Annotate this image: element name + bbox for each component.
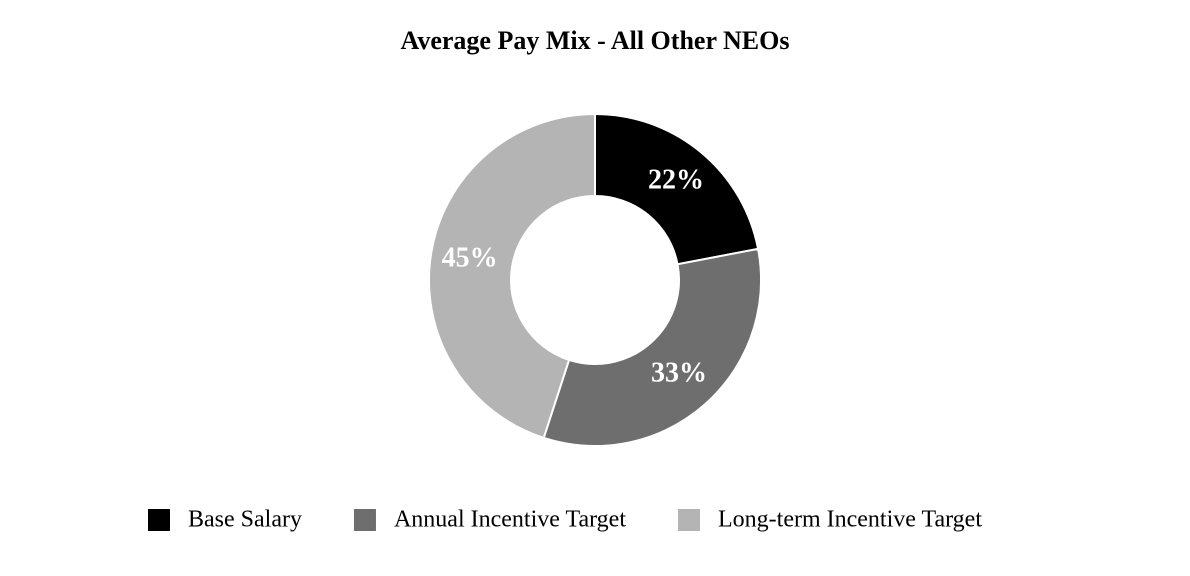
legend-swatch (353, 509, 376, 531)
slice (594, 112, 760, 266)
value-label: 45% (442, 243, 498, 274)
slice (428, 112, 596, 440)
value-label: 33% (651, 358, 707, 389)
legend-swatch (678, 509, 700, 531)
slice (542, 247, 762, 447)
legend-label: Base Salary (188, 507, 302, 533)
legend-swatch (148, 509, 170, 531)
legend-label: Annual Incentive Target (394, 507, 626, 533)
value-label: 22% (648, 165, 704, 196)
chart-title: Average Pay Mix - All Other NEOs (401, 26, 790, 55)
legend-label: Long-term Incentive Target (718, 507, 982, 533)
